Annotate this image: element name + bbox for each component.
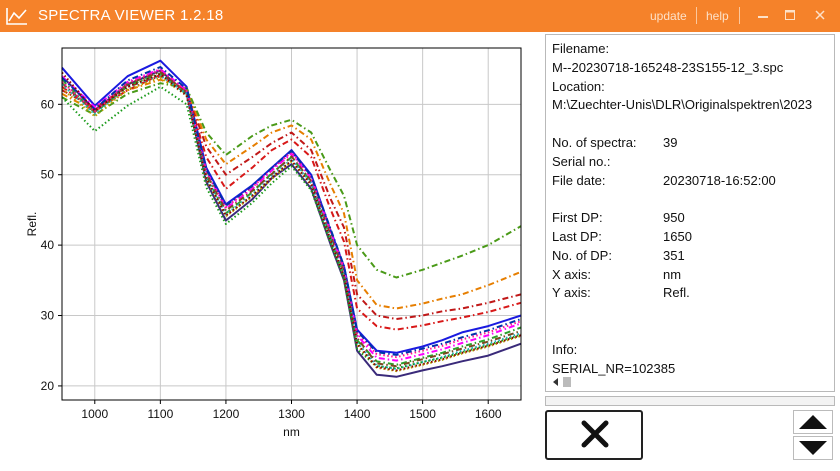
y-axis-label: Refl. <box>25 212 39 237</box>
maximize-button[interactable] <box>778 4 802 28</box>
next-spectrum-button[interactable] <box>793 436 833 460</box>
title-bar: SPECTRA VIEWER 1.2.18 update help <box>0 0 840 32</box>
spectrum-line <box>61 71 522 372</box>
spectrum-line <box>61 75 522 320</box>
info-label: Last DP: <box>552 229 602 244</box>
spectrum-line <box>61 66 522 356</box>
chart-line-icon <box>6 8 27 25</box>
info-label: Location: <box>552 78 605 94</box>
info-label: Y axis: <box>552 285 591 301</box>
triangle-down-icon <box>799 441 827 455</box>
spectrum-line <box>61 82 522 279</box>
info-value: 39 <box>663 135 678 150</box>
title-divider <box>739 7 740 24</box>
x-tick-label: 1100 <box>147 407 173 421</box>
title-divider <box>696 7 697 24</box>
spectrum-line <box>61 70 522 368</box>
x-axis-label: nm <box>283 425 300 439</box>
y-tick-label: 40 <box>41 238 55 252</box>
y-tick-label: 30 <box>41 309 55 323</box>
update-link[interactable]: update <box>650 9 687 23</box>
triangle-up-icon <box>799 415 827 429</box>
close-button[interactable] <box>545 410 643 460</box>
spectra-chart[interactable]: 1000 1100 1200 1300 1400 1500 1600 20 30 40 50 60 nm… <box>0 32 540 466</box>
file-info-panel[interactable]: Filename: M--20230718-165248-23S155-12_3… <box>545 34 835 392</box>
horizontal-scroll-indicator[interactable] <box>552 376 574 388</box>
info-label: No. of spectra: <box>552 135 637 150</box>
maximize-icon <box>785 10 795 20</box>
info-label: M:\Zuechter-Unis\DLR\Originalspektren\20… <box>552 97 813 113</box>
minimize-icon <box>758 16 768 18</box>
spectrum-line <box>61 69 522 378</box>
x-tick-label: 1400 <box>344 407 371 421</box>
info-label: Filename: <box>552 41 610 56</box>
info-value: 1650 <box>663 229 692 244</box>
info-label: Serial no.: <box>552 153 611 169</box>
info-value: 950 <box>663 210 685 226</box>
spectrum-line <box>61 68 522 362</box>
y-tick-label: 60 <box>41 97 55 111</box>
info-label: File date: <box>552 172 606 188</box>
y-tick-label: 20 <box>41 379 55 393</box>
help-link[interactable]: help <box>706 9 729 23</box>
info-label: Info: <box>552 341 578 357</box>
info-label: No. of DP: <box>552 247 612 263</box>
close-icon <box>581 420 609 448</box>
x-tick-label: 1000 <box>81 407 108 421</box>
info-value: 20230718-16:52:00 <box>663 172 776 188</box>
info-value: Refl. <box>663 285 690 301</box>
close-window-button[interactable] <box>808 4 832 28</box>
x-tick-label: 1200 <box>213 407 240 421</box>
spectrum-line <box>61 85 522 370</box>
spectrum-line <box>61 59 522 354</box>
info-value: nm <box>663 266 682 282</box>
app-title: SPECTRA VIEWER 1.2.18 <box>38 7 224 24</box>
x-tick-label: 1600 <box>475 407 502 421</box>
info-label: SERIAL_NR=102385 <box>552 360 676 376</box>
x-tick-label: 1300 <box>278 407 305 421</box>
info-label: First DP: <box>552 210 603 226</box>
minimize-button[interactable] <box>751 4 775 28</box>
info-label: M--20230718-165248-23S155-12_3.spc <box>552 59 784 75</box>
close-window-icon <box>815 10 825 20</box>
info-label: X axis: <box>552 266 592 282</box>
y-tick-label: 50 <box>41 168 55 182</box>
spectrum-line <box>61 78 522 310</box>
x-tick-label: 1500 <box>409 407 436 421</box>
progress-bar <box>545 396 835 406</box>
info-value: 351 <box>663 247 685 263</box>
spectrum-line <box>61 74 522 370</box>
previous-spectrum-button[interactable] <box>793 410 833 434</box>
spectra-plot[interactable]: 1000 1100 1200 1300 1400 1500 1600 20 30 40 50 60 nm… <box>0 32 540 466</box>
